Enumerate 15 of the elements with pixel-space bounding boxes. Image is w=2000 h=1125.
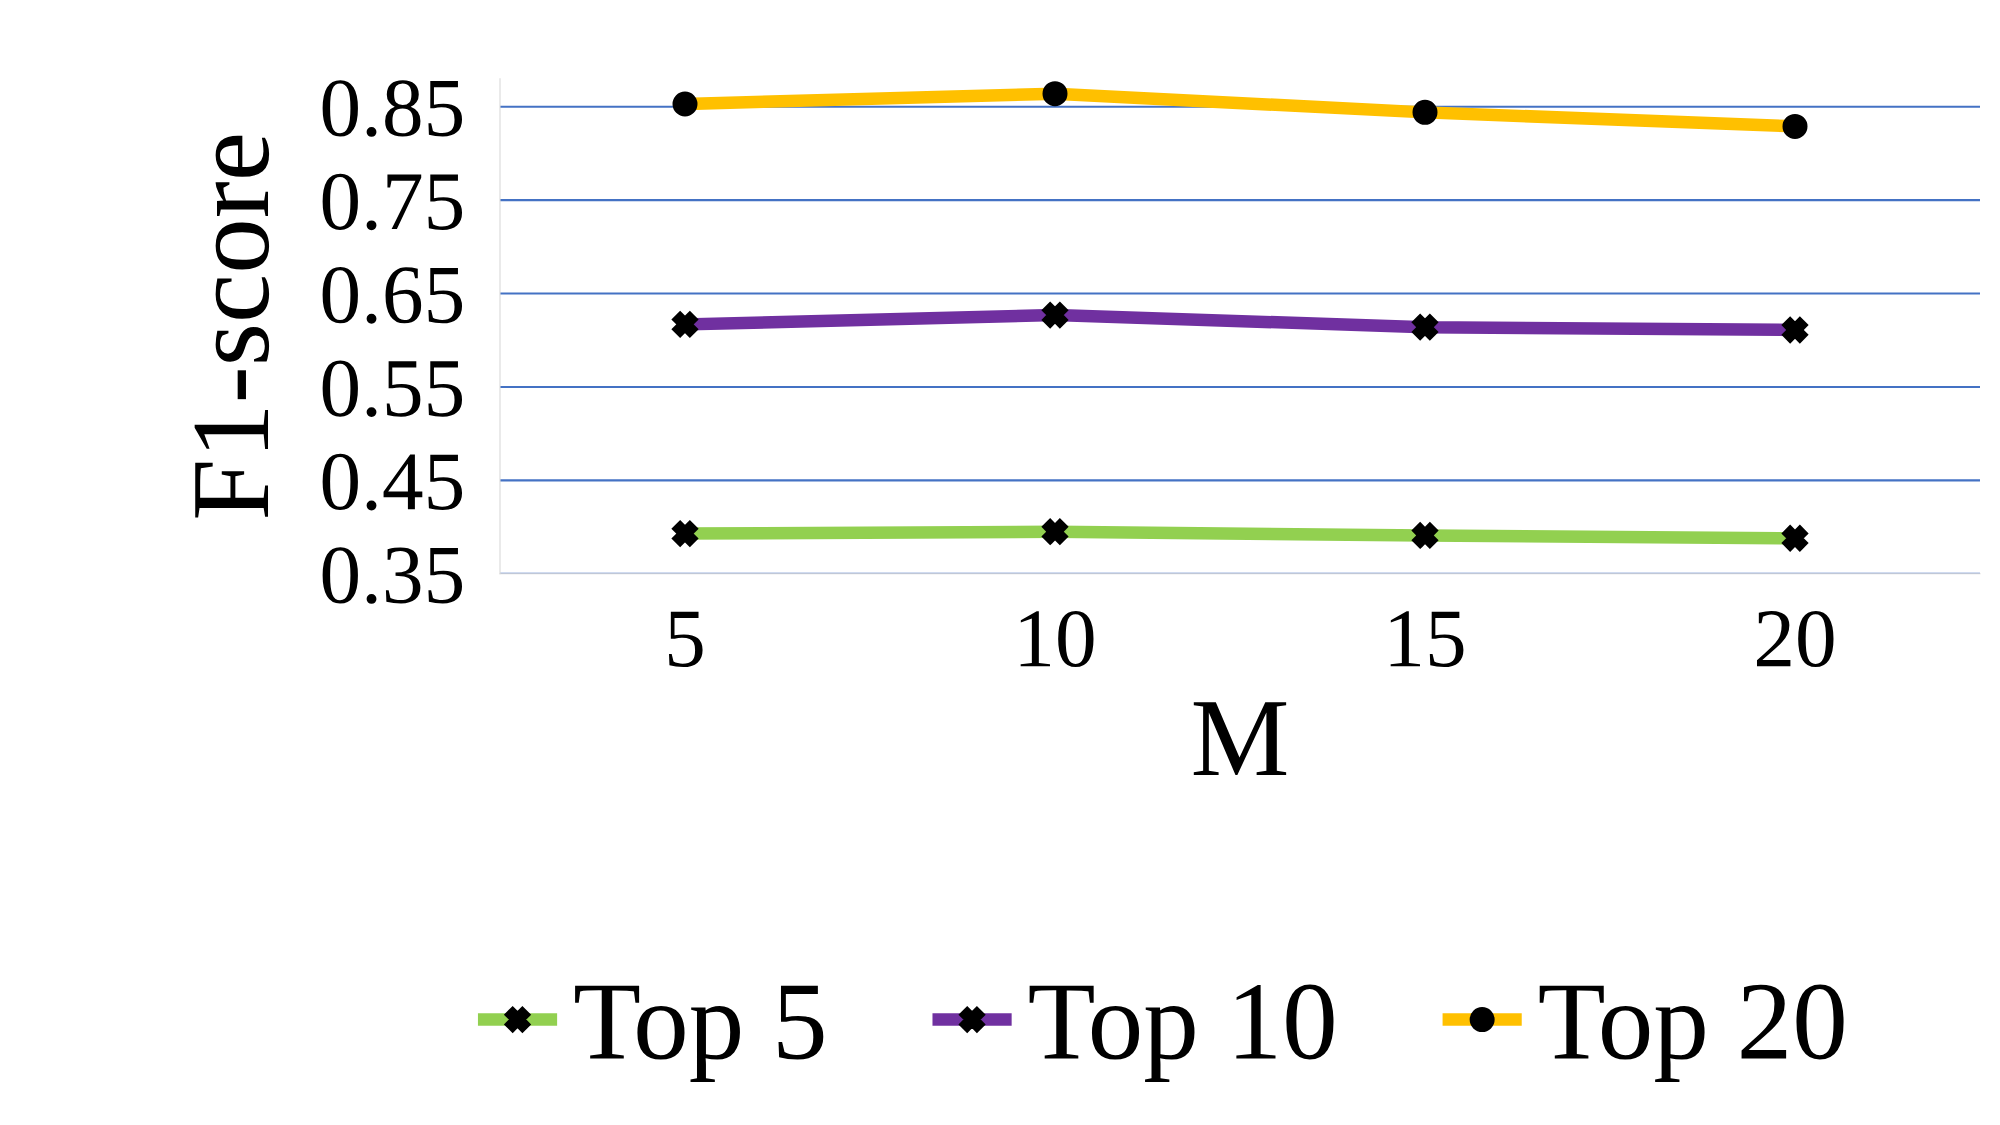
y-tick-label: 0.75: [322, 173, 463, 231]
y-axis-title: F1-score: [194, 135, 270, 518]
y-tick-label: 0.45: [322, 453, 463, 511]
legend-label: Top 5: [575, 985, 824, 1083]
y-tick-label: 0.55: [322, 360, 463, 418]
y-tick-label: 0.35: [322, 547, 463, 604]
y-tick-label: 0.85: [322, 80, 463, 137]
x-tick-label: 20: [1756, 610, 1834, 668]
x-tick-label: 5: [669, 611, 703, 668]
legend-label: Top 20: [1539, 984, 1844, 1083]
y-tick-label: 0.65: [322, 267, 463, 324]
x-tick-label: 10: [1020, 610, 1094, 668]
x-tick-label: 15: [1390, 611, 1464, 668]
legend-label: Top 10: [1029, 984, 1334, 1083]
x-axis-title: M: [1193, 702, 1287, 776]
